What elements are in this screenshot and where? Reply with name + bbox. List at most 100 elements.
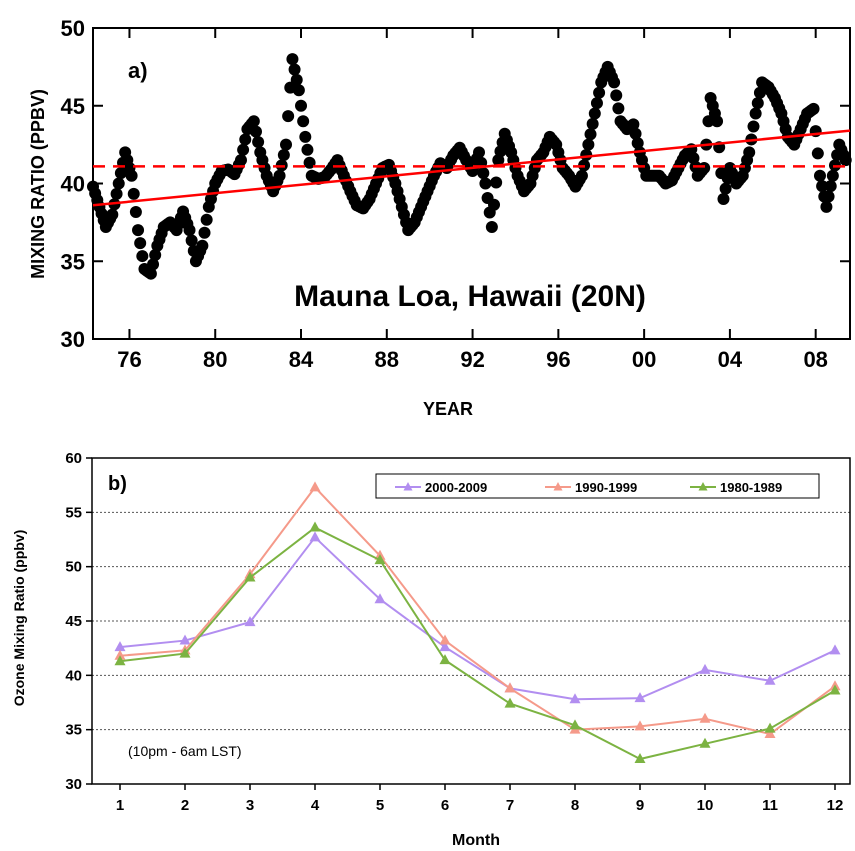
data-point	[629, 127, 642, 140]
series-marker	[504, 697, 516, 708]
series-marker	[699, 737, 711, 748]
data-point	[811, 147, 824, 160]
data-point	[301, 143, 314, 156]
data-point	[610, 89, 623, 102]
data-point	[608, 76, 621, 89]
legend-label: 1990-1999	[575, 480, 637, 495]
panel-b-y-tick-label: 35	[65, 722, 82, 739]
data-point	[747, 120, 760, 133]
data-point	[575, 169, 588, 182]
panel-b-x-tick-label: 10	[697, 797, 714, 814]
panel-a-x-axis-label: YEAR	[423, 399, 473, 419]
panel-b-x-tick-label: 11	[762, 797, 778, 814]
series-marker	[699, 663, 711, 674]
series-marker	[634, 720, 646, 731]
data-point	[839, 154, 852, 167]
data-point	[582, 138, 595, 151]
legend-label: 2000-2009	[425, 480, 487, 495]
panel-b-x-tick-label: 8	[571, 797, 579, 814]
panel-a-y-tick-label: 30	[61, 327, 85, 352]
series-marker	[699, 712, 711, 723]
panel-a-y-tick-label: 50	[61, 16, 85, 41]
series-line-1990-1999	[119, 485, 836, 736]
data-point	[479, 177, 492, 190]
panel-b-y-tick-label: 50	[65, 559, 82, 576]
panel-a-x-tick-label: 76	[117, 347, 141, 372]
data-point	[588, 107, 601, 120]
panel-b-series	[114, 481, 841, 764]
series-marker	[504, 682, 516, 693]
data-point	[249, 125, 262, 138]
series-line-1980-1989	[119, 526, 836, 761]
data-point	[149, 249, 162, 262]
data-point	[277, 148, 290, 161]
data-point	[144, 267, 157, 280]
series-marker	[114, 641, 126, 652]
data-point	[631, 137, 644, 150]
panel-a-x-tick-label: 08	[803, 347, 827, 372]
legend-swatch-marker	[553, 482, 563, 491]
data-point	[477, 167, 490, 180]
panel-a-y-tick-label: 40	[61, 172, 85, 197]
series-marker	[309, 481, 321, 492]
data-point	[147, 258, 160, 271]
data-point	[488, 198, 501, 211]
data-point	[125, 169, 138, 182]
panel-b-x-tick-label: 9	[636, 797, 644, 814]
data-point	[490, 176, 503, 189]
panel-b-label: b)	[108, 473, 127, 495]
series-marker	[569, 693, 581, 704]
data-point	[590, 97, 603, 110]
series-marker	[439, 654, 451, 665]
data-point	[106, 208, 119, 221]
data-point	[110, 187, 123, 200]
panel-b-x-axis-label: Month	[452, 832, 500, 849]
panel-a-x-tick-label: 00	[632, 347, 656, 372]
data-point	[132, 224, 145, 237]
data-point	[237, 143, 250, 156]
series-marker	[114, 649, 126, 660]
panel-b-gridlines	[92, 511, 850, 731]
data-point	[627, 118, 640, 131]
data-point	[239, 133, 252, 146]
data-point	[286, 53, 299, 66]
data-point	[820, 200, 833, 213]
data-point	[183, 224, 196, 237]
panel-b-x-tick-label: 7	[506, 797, 514, 814]
data-point	[816, 180, 829, 193]
series-marker	[114, 655, 126, 666]
panel-a-axes: 30 35 40 45 50 76 80 84 88 92 96 00 04 08	[61, 16, 850, 372]
panel-a-x-tick-label: 80	[203, 347, 227, 372]
panel-b-x-tick-label: 5	[376, 797, 384, 814]
panel-a-x-tick-label: 96	[546, 347, 570, 372]
data-point	[252, 136, 265, 149]
series-marker	[244, 571, 256, 582]
data-point	[200, 213, 213, 226]
data-point	[129, 206, 142, 219]
legend-swatch-marker	[698, 482, 708, 491]
data-point	[185, 234, 198, 247]
data-point	[295, 99, 308, 112]
panel-a-x-tick-label: 04	[718, 347, 743, 372]
panel-b-x-tick-label: 2	[181, 797, 189, 814]
data-point	[711, 115, 724, 128]
data-point	[593, 86, 606, 99]
series-marker	[829, 644, 841, 655]
data-point	[247, 115, 260, 128]
series-marker	[634, 692, 646, 703]
data-point	[280, 138, 293, 151]
data-point	[612, 102, 625, 115]
data-point	[807, 102, 820, 115]
data-point	[824, 180, 837, 193]
data-point	[234, 154, 247, 167]
data-point	[127, 187, 140, 200]
data-point	[273, 169, 286, 182]
data-point	[485, 221, 498, 234]
data-point	[299, 130, 312, 143]
data-point	[303, 156, 316, 169]
data-point	[826, 169, 839, 182]
panel-a-x-tick-label: 88	[375, 347, 399, 372]
panel-b-x-tick-label: 4	[311, 797, 320, 814]
